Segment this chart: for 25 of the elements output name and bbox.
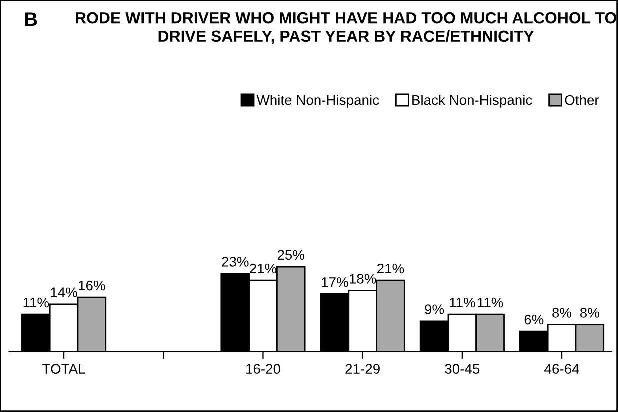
data-label: 25% <box>278 250 305 260</box>
data-label: 11% <box>478 298 504 308</box>
chart-title: RODE WITH DRIVER WHO MIGHT HAVE HAD TOO MUCH ALCOHOL TO DRIVE SAFELY, PAST YEAR BY RACE/ETHNICITY <box>76 12 617 44</box>
data-label: 6% <box>524 314 544 325</box>
data-label: 11% <box>24 298 50 308</box>
legend-label: Black Non-Hispanic <box>412 94 532 108</box>
legend-label: Other <box>565 94 600 106</box>
x-tick-label: 46-64 <box>544 364 580 374</box>
data-label: 16% <box>79 280 106 291</box>
data-label: 18% <box>350 274 376 284</box>
x-tick-label: 21-29 <box>346 364 380 374</box>
data-label: 23% <box>222 257 249 267</box>
data-label: 21% <box>378 264 404 274</box>
data-label: 9% <box>425 304 444 314</box>
x-tick-label: 16-20 <box>246 364 280 374</box>
x-tick-label: TOTAL <box>42 364 86 374</box>
x-tick-label: 30-45 <box>445 364 480 374</box>
data-label: 8% <box>580 308 600 318</box>
data-label: 8% <box>552 308 572 318</box>
data-label: 21% <box>250 264 277 274</box>
data-label: 17% <box>322 278 348 288</box>
text: B <box>25 12 38 26</box>
data-label: 11% <box>450 298 476 308</box>
legend-label: White Non-Hispanic <box>256 94 380 108</box>
data-label: 14% <box>51 288 78 298</box>
